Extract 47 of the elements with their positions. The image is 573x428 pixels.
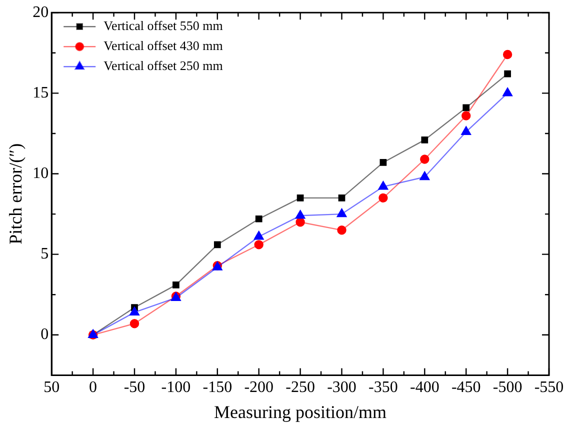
point — [255, 215, 262, 222]
point — [172, 282, 180, 288]
point — [502, 88, 512, 96]
point — [130, 319, 140, 328]
legend-label: Vertical offset 250 mm — [104, 58, 223, 74]
x-tick-label: 50 — [44, 379, 60, 396]
x-tick-label: -250 — [286, 379, 315, 396]
point — [462, 104, 470, 112]
x-tick-label: 0 — [89, 379, 98, 396]
y-tick-label: 15 — [32, 84, 49, 102]
x-tick-label: -500 — [492, 379, 522, 396]
point — [421, 136, 428, 144]
point — [502, 50, 512, 60]
y-tick-label: 20 — [32, 4, 49, 21]
x-tick-label: -300 — [327, 379, 356, 396]
point — [378, 181, 388, 190]
x-tick-label: -100 — [161, 379, 191, 396]
point — [254, 240, 264, 250]
x-tick-label: -50 — [124, 379, 146, 396]
point — [254, 231, 264, 240]
y-tick-label: 0 — [40, 326, 49, 344]
point — [420, 171, 430, 180]
point — [504, 70, 511, 78]
point — [214, 241, 221, 248]
point — [461, 126, 472, 135]
x-tick-label: -150 — [202, 379, 232, 396]
legend-label: Vertical offset 430 mm — [104, 38, 223, 54]
x-tick-label: -550 — [534, 379, 564, 396]
point — [295, 210, 306, 219]
point — [378, 193, 388, 203]
point — [336, 208, 347, 218]
x-tick-label: -450 — [451, 379, 481, 396]
x-tick-label: -400 — [410, 379, 440, 396]
point — [337, 226, 346, 235]
y-tick-label: 5 — [40, 246, 49, 263]
y-tick-label: 10 — [32, 164, 49, 182]
y-axis-title: Pitch error/(″) — [6, 143, 26, 244]
x-tick-label: -350 — [368, 379, 398, 396]
x-axis-title: Measuring position/mm — [214, 402, 387, 422]
point — [338, 194, 346, 202]
point — [462, 111, 471, 120]
point — [420, 154, 430, 164]
legend-label: Vertical offset 550 mm — [104, 18, 223, 34]
x-tick-label: -200 — [244, 379, 274, 396]
point — [130, 306, 140, 316]
point — [380, 159, 387, 166]
point — [296, 194, 304, 202]
